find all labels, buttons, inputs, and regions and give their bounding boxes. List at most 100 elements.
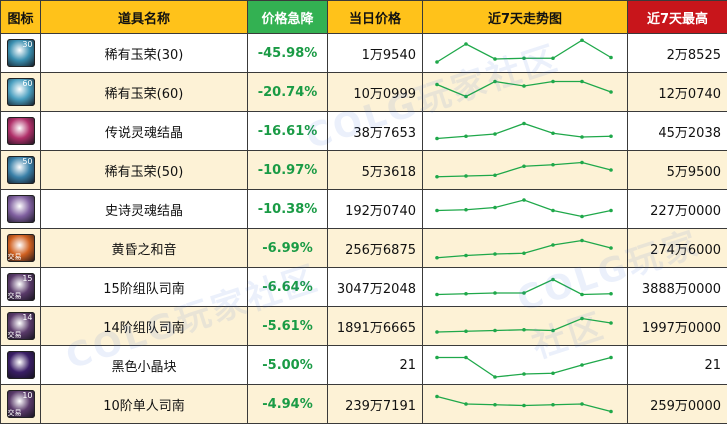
current-price: 256万6875 bbox=[327, 228, 423, 268]
trend-line bbox=[436, 199, 612, 218]
current-price: 192万0740 bbox=[327, 189, 423, 229]
trend-point bbox=[551, 402, 555, 407]
price-drop: -5.61% bbox=[247, 306, 328, 346]
seven-day-high: 1997万0000 bbox=[627, 306, 727, 346]
trend-point bbox=[580, 160, 584, 165]
trend-chart-cell bbox=[422, 72, 628, 112]
icon-cell bbox=[0, 189, 41, 229]
trend-sparkline bbox=[435, 79, 613, 99]
header-price: 当日价格 bbox=[327, 0, 423, 34]
price-drop: -45.98% bbox=[247, 33, 328, 73]
table-row: 60 稀有玉荣(60) -20.74% 10万0999 12万0740 bbox=[0, 72, 727, 112]
trend-point bbox=[464, 329, 468, 334]
trend-point bbox=[551, 371, 555, 376]
price-drop: -6.99% bbox=[247, 228, 328, 268]
price-drop: -20.74% bbox=[247, 72, 328, 112]
header-icon: 图标 bbox=[0, 0, 41, 34]
compass-icon: 10 交易 bbox=[6, 390, 35, 418]
current-price: 3047万2048 bbox=[327, 267, 423, 307]
icon-badge: 15 bbox=[22, 274, 33, 283]
trend-point bbox=[609, 134, 613, 139]
table-row: 交易 黄昏之和音 -6.99% 256万6875 274万6000 bbox=[0, 228, 727, 268]
seven-day-high: 259万0000 bbox=[627, 384, 727, 424]
trend-point bbox=[609, 409, 613, 414]
trend-point bbox=[493, 252, 497, 256]
trend-point bbox=[464, 291, 468, 296]
price-drop: -6.64% bbox=[247, 267, 328, 307]
seven-day-high: 2万8525 bbox=[627, 33, 727, 73]
icon-cell: 交易 bbox=[0, 228, 41, 268]
trend-point bbox=[464, 355, 468, 360]
icon-cell bbox=[0, 111, 41, 151]
table-row: 15 交易 15阶组队司南 -6.64% 3047万2048 3888万0000 bbox=[0, 267, 727, 307]
icon-cell: 30 bbox=[0, 33, 41, 73]
item-name: 黑色小晶块 bbox=[40, 345, 248, 385]
trend-point bbox=[551, 208, 555, 213]
trade-label: 交易 bbox=[7, 409, 22, 417]
jade-orb-icon: 30 bbox=[6, 39, 35, 67]
trend-point bbox=[551, 79, 555, 84]
trend-chart-cell bbox=[422, 228, 628, 268]
header-drop: 价格急降 bbox=[247, 0, 328, 34]
table-row: 10 交易 10阶单人司南 -4.94% 239万7191 259万0000 bbox=[0, 384, 727, 424]
item-name: 史诗灵魂结晶 bbox=[40, 189, 248, 229]
trend-point bbox=[580, 316, 584, 321]
table-row: 14 交易 14阶组队司南 -5.61% 1891万6665 1997万0000 bbox=[0, 306, 727, 346]
current-price: 21 bbox=[327, 345, 423, 385]
table-row: 传说灵魂结晶 -16.61% 38万7653 45万2038 bbox=[0, 111, 727, 151]
trend-point bbox=[551, 328, 555, 333]
trend-point bbox=[435, 292, 439, 297]
trend-sparkline bbox=[435, 355, 613, 379]
trend-point bbox=[522, 251, 526, 256]
trend-chart-cell bbox=[422, 150, 628, 190]
trend-point bbox=[580, 38, 584, 43]
trend-point bbox=[522, 56, 526, 61]
item-name: 14阶组队司南 bbox=[40, 306, 248, 346]
header-trend: 近7天走势图 bbox=[422, 0, 628, 34]
trend-point bbox=[522, 403, 526, 408]
jade-orb-icon: 50 bbox=[6, 156, 35, 184]
trend-point bbox=[609, 355, 613, 360]
trend-point bbox=[493, 173, 497, 178]
trend-point bbox=[435, 394, 439, 399]
trend-sparkline bbox=[435, 121, 613, 141]
icon-badge: 10 bbox=[22, 391, 33, 400]
trend-sparkline bbox=[435, 38, 613, 64]
twilight-harmony-icon: 交易 bbox=[6, 234, 35, 262]
trend-sparkline bbox=[435, 198, 613, 219]
trend-point bbox=[522, 121, 526, 126]
trend-sparkline bbox=[435, 394, 613, 414]
trend-point bbox=[464, 253, 468, 258]
jade-orb-icon: 60 bbox=[6, 78, 35, 106]
trend-point bbox=[580, 238, 584, 243]
table-row: 50 稀有玉荣(50) -10.97% 5万3618 5万9500 bbox=[0, 150, 727, 190]
icon-cell: 14 交易 bbox=[0, 306, 41, 346]
trend-chart-cell bbox=[422, 306, 628, 346]
trend-point bbox=[464, 174, 468, 178]
trend-point bbox=[493, 291, 497, 295]
trend-point bbox=[493, 132, 497, 136]
price-drop: -10.38% bbox=[247, 189, 328, 229]
trend-point bbox=[464, 207, 468, 212]
trend-point bbox=[493, 402, 497, 407]
item-name: 稀有玉荣(60) bbox=[40, 72, 248, 112]
table-row: 30 稀有玉荣(30) -45.98% 1万9540 2万8525 bbox=[0, 33, 727, 73]
trend-point bbox=[551, 131, 555, 136]
price-drop: -16.61% bbox=[247, 111, 328, 151]
table-row: 史诗灵魂结晶 -10.38% 192万0740 227万0000 bbox=[0, 189, 727, 229]
header-high: 近7天最高 bbox=[627, 0, 727, 34]
trend-point bbox=[435, 355, 439, 360]
trend-chart-cell bbox=[422, 189, 628, 229]
current-price: 10万0999 bbox=[327, 72, 423, 112]
icon-cell: 10 交易 bbox=[0, 384, 41, 424]
item-name: 15阶组队司南 bbox=[40, 267, 248, 307]
trend-point bbox=[551, 162, 555, 167]
price-table: 图标 道具名称 价格急降 当日价格 近7天走势图 近7天最高 30 稀有玉荣(30… bbox=[0, 0, 727, 424]
black-crystal-icon bbox=[6, 351, 35, 379]
trend-point bbox=[522, 372, 526, 376]
trend-point bbox=[464, 134, 468, 139]
trend-point bbox=[435, 82, 439, 87]
icon-cell: 15 交易 bbox=[0, 267, 41, 307]
item-name: 稀有玉荣(30) bbox=[40, 33, 248, 73]
trend-point bbox=[493, 375, 497, 379]
